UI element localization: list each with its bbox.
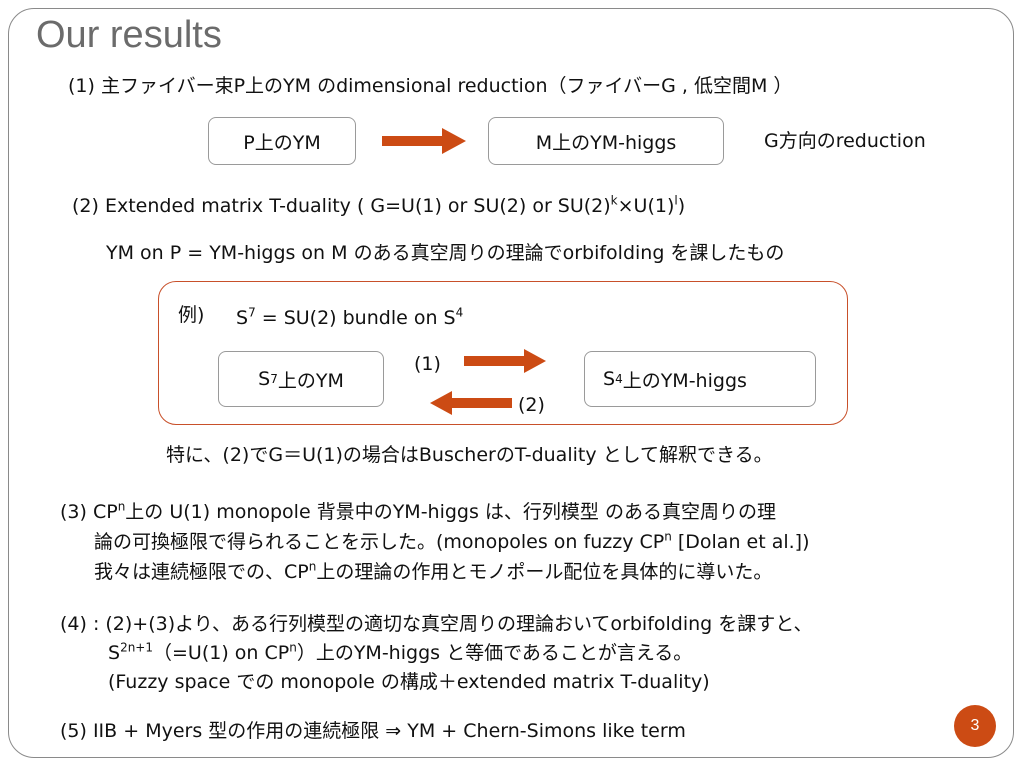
example-panel	[158, 281, 848, 425]
item1-note: G方向のreduction	[764, 130, 926, 152]
item4-line2: S2n+1（=U(1) on CPn）上のYM-higgs と等価であることが言…	[108, 641, 692, 666]
item3-line1-post: 上の U(1) monopole 背景中のYM-higgs は、行列模型 のある…	[125, 501, 776, 523]
item3-line1-sup: n	[117, 499, 126, 514]
slide-frame	[8, 8, 1014, 758]
item3-line2-pre: 論の可換極限で得られることを示した。(monopoles on fuzzy CP	[94, 531, 665, 553]
item2-heading-pre: (2) Extended matrix T-duality ( G=U(1) o…	[72, 195, 611, 217]
box-s7-pre: S	[258, 368, 271, 390]
item2-statement: YM on P = YM-higgs on M のある真空周りの理論でorbif…	[106, 242, 785, 264]
item1-heading: (1) 主ファイバー束P上のYM のdimensional reduction（…	[68, 75, 793, 97]
item3-line3-sup: n	[308, 559, 317, 574]
sup-k: k	[610, 193, 618, 208]
item4-line2-pre: S	[108, 642, 121, 664]
s4-sup: 4	[455, 305, 464, 320]
item4-line2-sup: 2n+1	[120, 640, 153, 655]
box-s4-ym-higgs: S 4 上のYM-higgs	[584, 351, 816, 407]
item3-line3: 我々は連続極限での、CPn上の理論の作用とモノポール配位を具体的に導いた。	[94, 560, 772, 585]
page-number-badge: 3	[954, 705, 996, 747]
item3-line2: 論の可換極限で得られることを示した。(monopoles on fuzzy CP…	[94, 530, 810, 555]
item3-line1-pre: (3) CP	[60, 501, 118, 523]
arrow-back-label: (2)	[518, 394, 545, 416]
item2-heading-post: )	[677, 195, 686, 217]
item4-line2-post: ）上のYM-higgs と等価であることが言える。	[296, 642, 693, 664]
s7-sup: 7	[248, 305, 256, 320]
arrow-right-icon	[464, 349, 546, 373]
sup-l: l	[674, 193, 678, 208]
box-m-ym-higgs: M上のYM-higgs	[488, 117, 724, 165]
arrow-left-icon	[430, 391, 512, 415]
box-p-ym: P上のYM	[208, 117, 356, 165]
example-label: 例)	[178, 304, 205, 326]
item3-line2-post: [Dolan et al.])	[671, 531, 810, 553]
item4-line2-sup2: n	[289, 640, 297, 655]
item2-heading-mid: ×U(1)	[617, 195, 675, 217]
item4-line2-mid: （=U(1) on CP	[153, 642, 290, 664]
item4-line3: (Fuzzy space での monopole の構成＋extended ma…	[108, 671, 710, 693]
box-s7-post: 上のYM	[277, 369, 344, 392]
item4-line1: (4) : (2)+(3)より、ある行列模型の適切な真空周りの理論おいてorbi…	[60, 613, 813, 635]
box-s7-ym: S 7 上のYM	[218, 351, 384, 407]
item3-line1: (3) CPn上の U(1) monopole 背景中のYM-higgs は、行…	[60, 500, 776, 525]
arrow-right-icon	[382, 128, 466, 154]
item5-text: (5) IIB + Myers 型の作用の連続極限 ⇒ YM + Chern-S…	[60, 720, 686, 742]
s7-pre: S	[236, 307, 249, 329]
arrow-forward-label: (1)	[414, 353, 441, 375]
box-s4-post: 上のYM-higgs	[622, 369, 747, 392]
item2-remark: 特に、(2)でG＝U(1)の場合はBuscherのT-duality として解釈…	[166, 444, 773, 466]
slide-title: Our results	[36, 14, 222, 56]
item3-line3-post: 上の理論の作用とモノポール配位を具体的に導いた。	[316, 561, 773, 583]
item3-line3-pre: 我々は連続極限での、CP	[94, 561, 309, 583]
example-s7-bundle: S7 = SU(2) bundle on S4	[236, 306, 463, 331]
box-s4-pre: S	[603, 368, 616, 390]
s7-mid: = SU(2) bundle on S	[255, 307, 456, 329]
item3-line2-sup: n	[664, 529, 672, 544]
item2-heading: (2) Extended matrix T-duality ( G=U(1) o…	[72, 194, 685, 219]
